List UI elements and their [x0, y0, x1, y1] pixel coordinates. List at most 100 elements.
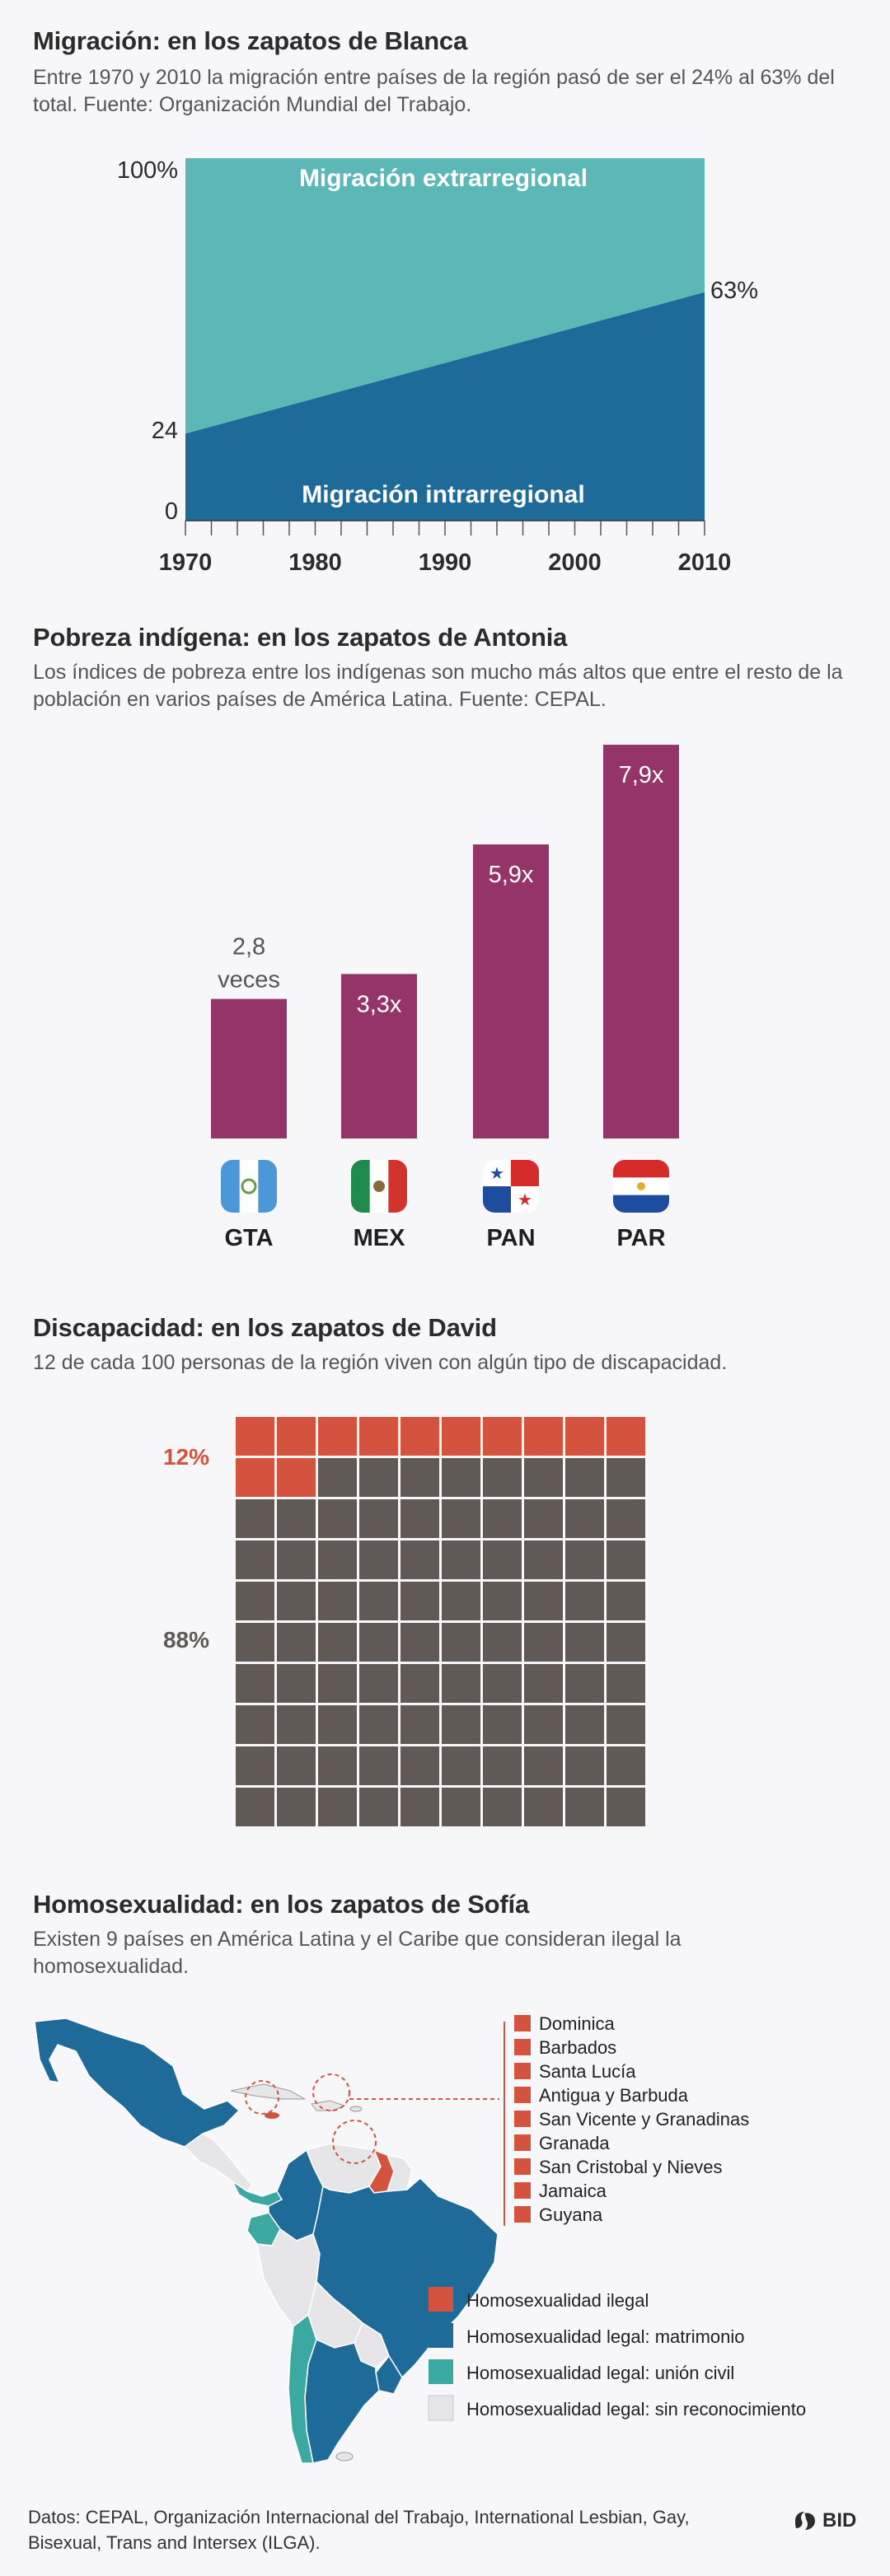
- bid-logo: BID: [793, 2509, 856, 2532]
- waffle-cell-other: [318, 1623, 357, 1662]
- waffle-cell-other: [318, 1458, 357, 1497]
- disability-description: 12 de cada 100 personas de la región viv…: [33, 1351, 728, 1374]
- series-label-extrarregional: Migración extrarregional: [299, 165, 588, 192]
- map-brazil: [312, 2176, 499, 2379]
- waffle-cell-other: [524, 1499, 563, 1538]
- waffle-cell-other: [359, 1499, 398, 1538]
- waffle-cell-other: [318, 1746, 357, 1785]
- waffle-cell-other: [236, 1705, 274, 1744]
- waffle-cell-disability: [442, 1417, 480, 1456]
- waffle-cell-other: [359, 1540, 398, 1579]
- waffle-cell-other: [400, 1788, 439, 1826]
- x-tick-label-1990: 1990: [419, 549, 472, 576]
- x-tick-label-1980: 1980: [288, 549, 342, 576]
- waffle-cell-other: [565, 1582, 604, 1620]
- waffle-cell-disability: [277, 1417, 316, 1456]
- waffle-cell-other: [277, 1540, 316, 1579]
- series-label-intrarregional: Migración intrarregional: [302, 481, 584, 508]
- map-jamaica: [265, 2112, 279, 2119]
- waffle-cell-other: [524, 1623, 563, 1662]
- map-central-america: [183, 2133, 253, 2193]
- waffle-cell-disability: [318, 1417, 357, 1456]
- waffle-cell-disability: [277, 1458, 316, 1497]
- map-hispaniola: [311, 2100, 346, 2111]
- waffle-cell-other: [565, 1788, 604, 1826]
- island-marker: [514, 2206, 531, 2223]
- callout-circle-jamaica: [245, 2080, 279, 2115]
- waffle-cell-other: [483, 1623, 522, 1662]
- x-tick-label-1970: 1970: [159, 549, 213, 576]
- waffle-cell-other: [483, 1746, 522, 1785]
- map-puerto-rico: [349, 2106, 363, 2112]
- x-tick-label-2000: 2000: [548, 549, 602, 576]
- panama-flag-icon: ★★: [483, 1160, 539, 1213]
- y-label-100: 100%: [117, 157, 178, 184]
- island-marker: [514, 2158, 531, 2175]
- waffle-cell-other: [524, 1788, 563, 1826]
- waffle-cell-other: [483, 1788, 522, 1826]
- legend-label: Homosexualidad legal: unión civil: [466, 2363, 734, 2383]
- waffle-cell-other: [607, 1623, 645, 1662]
- waffle-cell-other: [442, 1582, 480, 1620]
- waffle-cell-other: [524, 1540, 563, 1579]
- svg-text:★: ★: [490, 1165, 504, 1183]
- bid-logo-text: BID: [822, 2509, 857, 2532]
- y-label-0: 0: [165, 498, 178, 525]
- waffle-cell-other: [607, 1582, 645, 1620]
- waffle-cell-other: [442, 1499, 480, 1538]
- legend-swatch: [429, 2323, 453, 2348]
- island-label: Guyana: [539, 2204, 603, 2225]
- bar-par: [603, 745, 679, 1138]
- waffle-cell-other: [318, 1664, 357, 1703]
- waffle-cell-other: [400, 1664, 439, 1703]
- legend-swatch: [429, 2287, 453, 2312]
- homosexuality-description: Existen 9 países en América Latina y el …: [33, 1928, 682, 1978]
- callout-circle-guyana: [332, 2120, 377, 2164]
- bar-label-mex: 3,3x: [357, 991, 402, 1017]
- bar-pan: [473, 844, 549, 1138]
- bar-label-par: 7,9x: [619, 762, 664, 788]
- waffle-label-88: 88%: [163, 1627, 209, 1653]
- waffle-cell-other: [236, 1499, 274, 1538]
- waffle-cell-other: [524, 1705, 563, 1744]
- island-label: Antigua y Barbuda: [539, 2085, 689, 2106]
- waffle-cell-other: [400, 1499, 439, 1538]
- waffle-cell-other: [277, 1623, 316, 1662]
- waffle-cell-other: [400, 1746, 439, 1785]
- waffle-cell-other: [442, 1458, 480, 1497]
- bid-logo-icon: [795, 2512, 815, 2530]
- waffle-cell-other: [607, 1746, 645, 1785]
- island-marker: [514, 2039, 531, 2055]
- map-falklands: [335, 2452, 354, 2461]
- island-label: San Vicente y Granadinas: [539, 2109, 749, 2130]
- waffle-cell-other: [277, 1499, 316, 1538]
- waffle-cell-other: [442, 1664, 480, 1703]
- waffle-cell-other: [607, 1540, 645, 1579]
- map-cuba: [230, 2083, 307, 2100]
- footer-sources: Datos: CEPAL, Organización Internacional…: [28, 2507, 690, 2553]
- migration-description: Entre 1970 y 2010 la migración entre paí…: [33, 66, 835, 116]
- island-label: San Cristobal y Nieves: [539, 2157, 723, 2177]
- y-label-24: 24: [152, 418, 178, 444]
- waffle-cell-other: [442, 1746, 480, 1785]
- waffle-cell-other: [318, 1705, 357, 1744]
- waffle-cell-other: [565, 1623, 604, 1662]
- latam-map: Dominica Barbados Santa Lucía Antigua y Bar…: [34, 2013, 806, 2463]
- poverty-title: Pobreza indígena: en los zapatos de Anto…: [33, 623, 568, 652]
- waffle-cell-disability: [607, 1417, 645, 1456]
- bar-label-pan: 5,9x: [489, 862, 534, 888]
- waffle-cell-other: [483, 1540, 522, 1579]
- island-label: Jamaica: [539, 2181, 607, 2201]
- waffle-cell-disability: [524, 1417, 563, 1456]
- waffle-label-12: 12%: [163, 1444, 209, 1470]
- waffle-cell-other: [483, 1582, 522, 1620]
- x-tick-label-2010: 2010: [678, 549, 732, 576]
- legend-swatch: [428, 2395, 454, 2421]
- waffle-cell-other: [318, 1540, 357, 1579]
- x-axis-ticks: [185, 520, 705, 535]
- waffle-cell-other: [277, 1746, 316, 1785]
- end-value-63: 63%: [710, 278, 758, 304]
- waffle-cell-disability: [236, 1458, 274, 1497]
- waffle-cell-other: [483, 1458, 522, 1497]
- waffle-cell-disability: [236, 1417, 274, 1456]
